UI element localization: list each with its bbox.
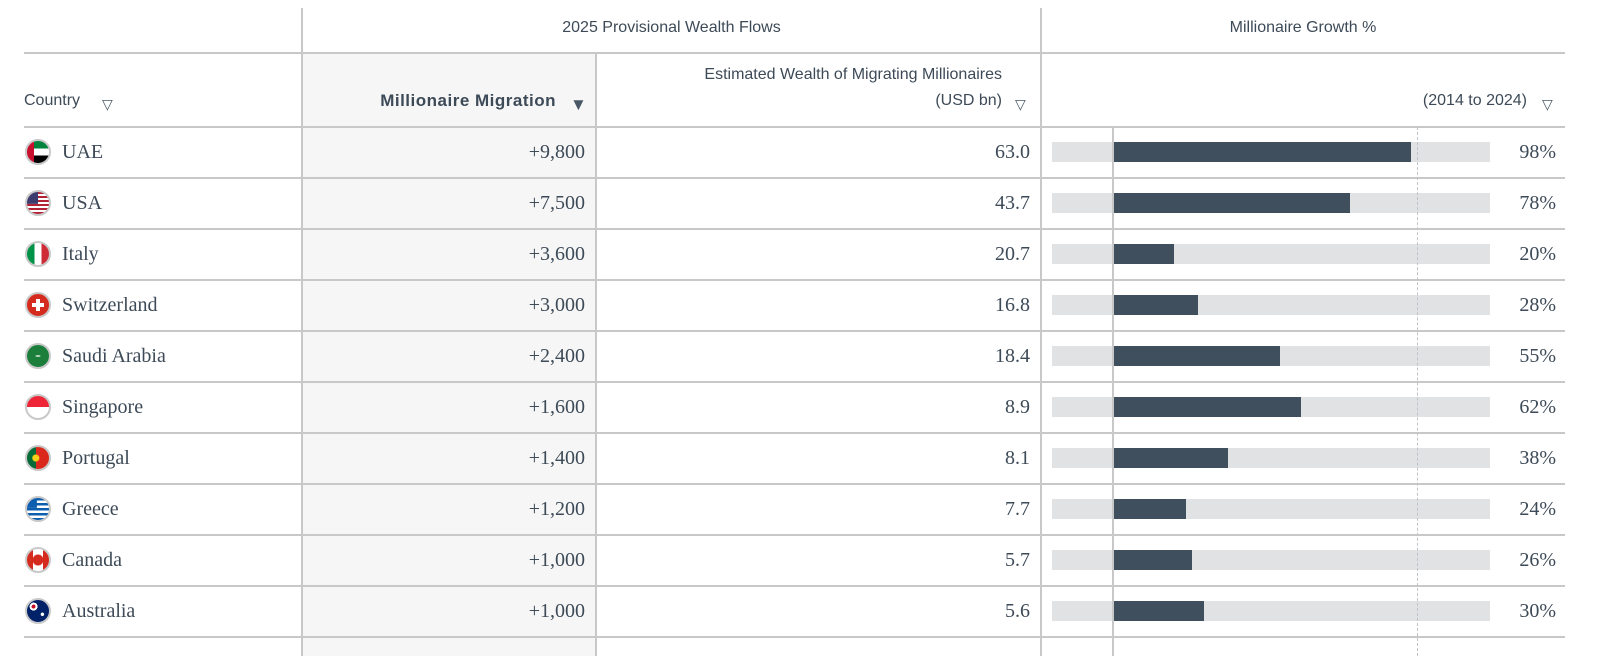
growth-label: 30% bbox=[1519, 600, 1556, 622]
row-rule bbox=[24, 228, 1565, 230]
migration: +3,000 bbox=[528, 294, 585, 316]
row-rule bbox=[24, 381, 1565, 383]
wealth: 63.0 bbox=[995, 141, 1030, 163]
column-header: Country bbox=[24, 92, 81, 109]
sort-icon[interactable]: ▽ bbox=[1542, 96, 1553, 112]
row-rule bbox=[24, 636, 1565, 638]
rule bbox=[301, 8, 303, 656]
country: Portugal bbox=[62, 447, 130, 469]
row-rule bbox=[24, 534, 1565, 536]
growth-label: 38% bbox=[1519, 447, 1556, 469]
wealth: 8.1 bbox=[1005, 447, 1030, 469]
bar bbox=[1112, 601, 1205, 621]
wealth: 5.7 bbox=[1005, 549, 1030, 571]
rule bbox=[1040, 8, 1042, 656]
row-rule bbox=[24, 177, 1565, 179]
row-rule bbox=[24, 432, 1565, 434]
flag bbox=[25, 139, 51, 165]
group-header: 2025 Provisional Wealth Flows bbox=[562, 19, 781, 36]
column-header: Estimated Wealth of Migrating Millionair… bbox=[704, 66, 1002, 83]
migration: +1,400 bbox=[528, 447, 585, 469]
migration: +9,800 bbox=[528, 141, 585, 163]
country: Saudi Arabia bbox=[62, 345, 166, 367]
column-header: (USD bn) bbox=[935, 92, 1002, 109]
migration: +1,000 bbox=[528, 549, 585, 571]
migration: +1,000 bbox=[528, 600, 585, 622]
bar bbox=[1112, 142, 1411, 162]
group-header: Millionaire Growth % bbox=[1229, 19, 1377, 36]
migration-column-bg bbox=[302, 53, 596, 656]
wealth: 20.7 bbox=[995, 243, 1030, 265]
migration: +7,500 bbox=[528, 192, 585, 214]
country: Greece bbox=[62, 498, 119, 520]
bar bbox=[1112, 448, 1229, 468]
bar bbox=[1112, 295, 1198, 315]
country: Italy bbox=[62, 243, 99, 265]
flag bbox=[25, 190, 51, 216]
row-rule bbox=[24, 483, 1565, 485]
flag bbox=[25, 496, 51, 522]
sort-icon[interactable]: ▽ bbox=[102, 96, 113, 112]
wealth: 16.8 bbox=[995, 294, 1030, 316]
bar bbox=[1112, 499, 1186, 519]
wealth: 8.9 bbox=[1005, 396, 1030, 418]
row-rule bbox=[24, 330, 1565, 332]
row-rule bbox=[24, 585, 1565, 587]
bar bbox=[1112, 397, 1302, 417]
flag bbox=[25, 598, 51, 624]
flag bbox=[25, 343, 51, 369]
rule bbox=[24, 52, 1565, 54]
wealth: 43.7 bbox=[995, 192, 1030, 214]
flag bbox=[25, 292, 51, 318]
growth-label: 28% bbox=[1519, 294, 1556, 316]
growth-label: 98% bbox=[1519, 141, 1556, 163]
growth-label: 24% bbox=[1519, 498, 1556, 520]
column-header: Millionaire Migration bbox=[380, 91, 556, 110]
flag bbox=[25, 394, 51, 420]
country: UAE bbox=[62, 141, 104, 163]
bar bbox=[1112, 550, 1192, 570]
migration: +1,600 bbox=[528, 396, 585, 418]
bar bbox=[1112, 193, 1351, 213]
growth-label: 20% bbox=[1519, 243, 1556, 265]
country: Switzerland bbox=[62, 294, 158, 316]
growth-label: 62% bbox=[1519, 396, 1556, 418]
wealth: 18.4 bbox=[995, 345, 1030, 367]
growth-label: 26% bbox=[1519, 549, 1556, 571]
growth-label: 55% bbox=[1519, 345, 1556, 367]
zero-line bbox=[1111, 127, 1114, 656]
sort-icon[interactable]: ▼ bbox=[570, 95, 587, 114]
country: Canada bbox=[62, 549, 122, 571]
country: USA bbox=[62, 192, 103, 214]
growth-label: 78% bbox=[1519, 192, 1556, 214]
migration: +2,400 bbox=[528, 345, 585, 367]
rule bbox=[595, 53, 597, 656]
sort-icon[interactable]: ▽ bbox=[1015, 96, 1026, 112]
bar bbox=[1112, 346, 1281, 366]
flag bbox=[25, 241, 51, 267]
row-rule bbox=[24, 279, 1565, 281]
migration: +1,200 bbox=[528, 498, 585, 520]
migration: +3,600 bbox=[528, 243, 585, 265]
rule bbox=[24, 126, 1565, 128]
flag bbox=[25, 445, 51, 471]
wealth: 7.7 bbox=[1005, 498, 1030, 520]
country: Singapore bbox=[62, 396, 144, 418]
flag bbox=[25, 547, 51, 573]
column-header: (2014 to 2024) bbox=[1422, 92, 1527, 109]
country: Australia bbox=[62, 600, 136, 622]
reference-line bbox=[1417, 127, 1418, 656]
wealth: 5.6 bbox=[1005, 600, 1030, 622]
bar bbox=[1112, 244, 1174, 264]
